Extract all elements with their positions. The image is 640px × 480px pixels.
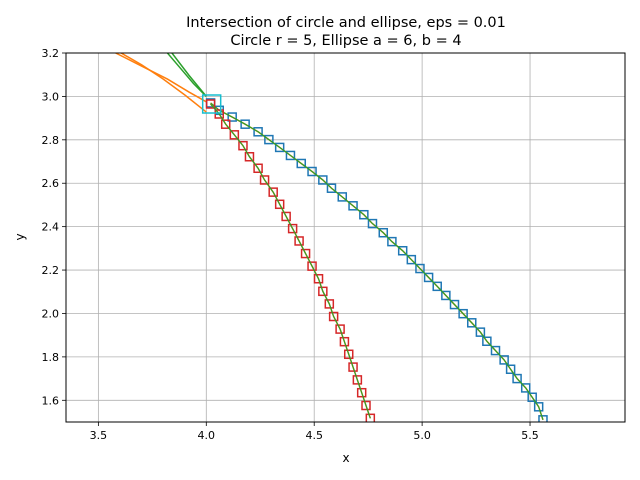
series-line-0 [115, 53, 207, 103]
intersection-box [324, 299, 335, 309]
intersection-box [378, 227, 389, 238]
intersection-box [307, 261, 317, 271]
intersection-box [458, 308, 468, 319]
intersection-box [432, 281, 442, 292]
y-tick-label: 1.8 [42, 351, 60, 364]
intersection-box [281, 211, 291, 222]
intersection-box [339, 336, 350, 347]
solution-highlight-box [201, 94, 222, 114]
intersection-box [285, 150, 296, 161]
x-axis-label: x [342, 451, 349, 465]
intersection-box [527, 392, 537, 403]
intersection-box [499, 355, 509, 365]
intersection-box [512, 373, 522, 384]
intersection-box [348, 201, 358, 211]
intersection-box [307, 166, 317, 177]
y-tick-label: 2.8 [42, 134, 60, 147]
intersection-box [533, 402, 544, 412]
intersection-box [220, 119, 231, 129]
axes-frame [65, 52, 626, 423]
y-tick-label: 1.6 [42, 394, 60, 407]
intersection-box [343, 349, 354, 360]
x-tick-label: 3.5 [90, 429, 108, 442]
intersection-box [352, 375, 363, 385]
intersection-box [259, 175, 270, 185]
intersection-box [475, 327, 486, 337]
intersection-box [318, 286, 328, 297]
intersection-box [335, 324, 345, 334]
intersection-box [264, 134, 274, 145]
chart-title-line1: Intersection of circle and ellipse, eps … [186, 15, 506, 31]
intersection-box [387, 236, 397, 247]
intersection-box [313, 273, 324, 284]
x-tick-label: 4.0 [198, 429, 216, 442]
series-center-line-5 [210, 103, 371, 419]
chart-title-line2: Circle r = 5, Ellipse a = 6, b = 4 [230, 33, 461, 49]
intersection-box [441, 290, 451, 301]
x-tick-label: 5.5 [521, 429, 539, 442]
intersection-box [365, 413, 376, 422]
intersection-box [274, 199, 285, 210]
intersection-box [294, 236, 304, 246]
x-axis: 3.5 4.0 4.5 5.0 5.5 [90, 422, 539, 442]
intersection-box [367, 218, 378, 229]
intersection-box [326, 183, 337, 193]
y-axis-label: y [13, 233, 27, 240]
y-tick-label: 3.2 [42, 47, 60, 60]
intersection-box [356, 387, 367, 398]
intersection-box [229, 130, 240, 140]
plot-area [115, 53, 548, 422]
intersection-box [467, 318, 477, 328]
y-axis: 1.6 1.8 2.0 2.2 2.4 2.6 2.8 3.0 3.2 [42, 47, 66, 407]
intersection-box [296, 158, 307, 169]
intersection-box [538, 415, 548, 422]
y-tick-label: 2.2 [42, 264, 60, 277]
intersection-box [214, 109, 224, 119]
series-line-1 [119, 53, 207, 113]
y-tick-label: 2.6 [42, 177, 60, 190]
y-tick-label: 2.0 [42, 307, 60, 320]
intersection-box [238, 140, 248, 151]
intersection-box [449, 299, 460, 310]
intersection-box [406, 254, 417, 265]
intersection-box [482, 336, 492, 347]
intersection-box [337, 192, 348, 202]
intersection-box [361, 400, 371, 411]
intersection-box [244, 152, 255, 162]
x-tick-label: 4.5 [305, 429, 323, 442]
intersection-box [205, 99, 216, 109]
intersection-box [520, 383, 531, 393]
intersection-box [328, 311, 339, 322]
series-curve-4 [210, 102, 544, 421]
x-tick-label: 5.0 [413, 429, 431, 442]
intersection-box [253, 127, 263, 137]
intersection-box [423, 272, 434, 283]
intersection-box [490, 345, 501, 356]
intersection-box [240, 119, 250, 129]
intersection-box [415, 263, 425, 274]
intersection-box [397, 245, 408, 256]
intersection-box [274, 142, 285, 153]
series-line-3 [170, 53, 207, 97]
series-center-line-4 [210, 102, 544, 421]
y-tick-label: 2.4 [42, 221, 60, 234]
intersection-box [253, 163, 263, 174]
y-tick-label: 3.0 [42, 90, 60, 103]
intersection-box [318, 175, 328, 185]
intersection-box [300, 248, 311, 259]
intersection-box [268, 187, 278, 197]
intersection-box [227, 112, 237, 122]
intersection-box [287, 223, 298, 234]
series-line-2 [166, 53, 207, 97]
intersection-box [505, 364, 516, 375]
grid-lines [66, 52, 625, 422]
intersection-box [359, 209, 369, 220]
intersection-box [348, 362, 358, 372]
